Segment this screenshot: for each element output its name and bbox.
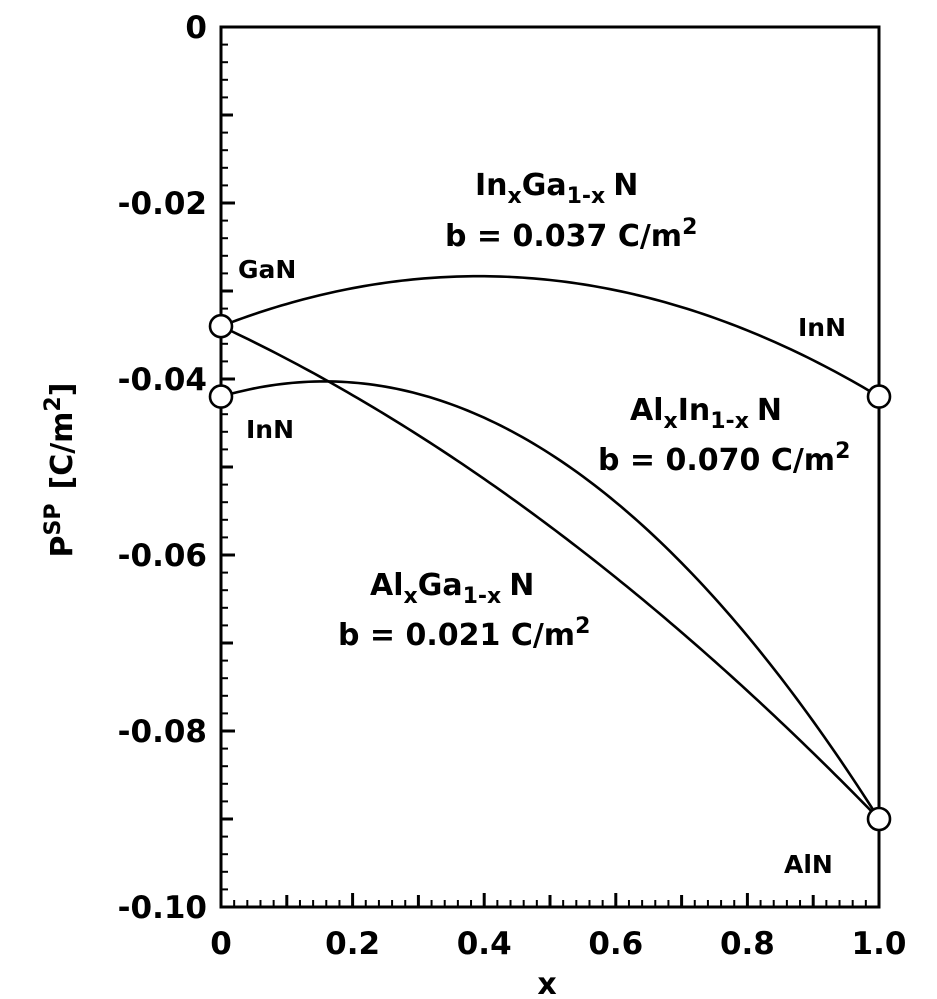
x-tick-label: 0.2 xyxy=(325,926,380,962)
series-3-bowing: b = 0.021 C/m2 xyxy=(338,614,590,653)
tick-labels: 0 0.2 0.4 0.6 0.8 1.0 0 -0.02 -0.04 -0.06 -0.08 -0.… xyxy=(118,10,907,962)
y-axis-title: PSP [C/m2] xyxy=(41,383,80,558)
series-3-formula: AlxGa1-x N xyxy=(370,568,534,609)
y-axis-unit-superscript: 2 xyxy=(41,396,66,411)
x-tick-label: 0.6 xyxy=(588,926,643,962)
x-tick-label: 0 xyxy=(210,926,232,962)
y-tick-label: -0.08 xyxy=(118,714,207,750)
x-tick-label: 0.4 xyxy=(457,926,512,962)
y-axis-superscript: SP xyxy=(41,504,66,536)
endpoint-marker xyxy=(208,384,234,409)
endpoint-marker xyxy=(208,313,234,339)
series-2-bowing: b = 0.070 C/m2 xyxy=(598,439,850,478)
endpoint-marker xyxy=(866,384,892,409)
series-1-line xyxy=(220,274,880,398)
label-gan: GaN xyxy=(238,255,296,284)
series-1-bowing: b = 0.037 C/m2 xyxy=(445,215,697,254)
y-tick-label: 0 xyxy=(185,10,207,46)
y-axis-unit: [C/m xyxy=(45,412,80,490)
x-axis-title: x xyxy=(537,967,556,999)
series-2-formula: AlxIn1-x N xyxy=(630,393,782,434)
y-axis-unit-close: ] xyxy=(45,383,80,397)
y-tick-label: -0.04 xyxy=(118,362,207,398)
label-inn-right: InN xyxy=(798,313,846,342)
axis-ticks xyxy=(219,25,881,909)
series-1-formula: InxGa1-x N xyxy=(475,168,638,209)
label-inn-left: InN xyxy=(246,415,294,444)
y-axis-symbol: P xyxy=(45,535,80,557)
endpoint-markers xyxy=(208,313,892,832)
endpoint-marker xyxy=(866,806,892,832)
series-3-line xyxy=(220,325,880,820)
curves xyxy=(220,274,881,820)
y-tick-label: -0.06 xyxy=(118,538,207,574)
x-tick-label: 1.0 xyxy=(852,926,907,962)
x-tick-label: 0.8 xyxy=(720,926,775,962)
y-tick-label: -0.10 xyxy=(118,890,207,926)
label-aln: AlN xyxy=(784,850,833,879)
y-tick-label: -0.02 xyxy=(118,186,207,222)
